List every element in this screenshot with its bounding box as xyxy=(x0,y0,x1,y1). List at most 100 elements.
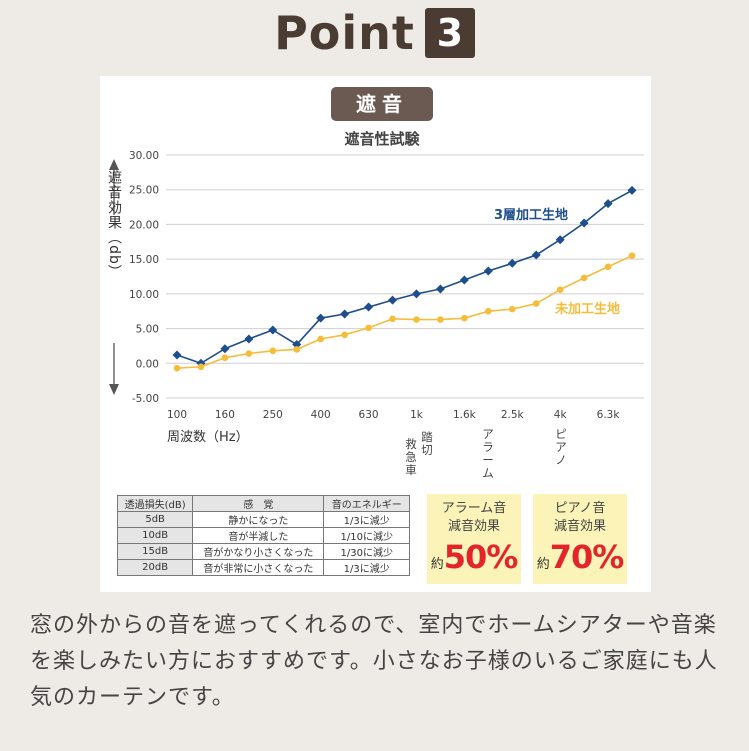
table-cell: 静かになった xyxy=(192,511,325,528)
table-cell: 音が半減した xyxy=(192,527,325,544)
y-tick-label: 30.00 xyxy=(129,150,159,162)
alarm-effect-box: アラーム音 減音効果 約50% xyxy=(427,494,521,584)
grid-lines xyxy=(166,154,644,399)
annotation-label: 救 xyxy=(405,437,417,451)
data-point xyxy=(293,346,301,353)
effect-value-line: 約50% xyxy=(427,538,521,576)
table-header: 音のエネルギー xyxy=(323,495,410,512)
data-point xyxy=(604,263,612,271)
data-point xyxy=(485,307,492,315)
effect-label: 減音効果 xyxy=(553,519,606,534)
table-header: 透過損失(dB) xyxy=(116,495,194,512)
data-point xyxy=(173,364,181,372)
data-point xyxy=(483,266,493,276)
table-cell: 1/30に減少 xyxy=(323,543,410,560)
series-label: 3層加工生地 xyxy=(494,207,568,223)
data-point xyxy=(532,300,540,307)
table-cell: 音がかなり小さくなった xyxy=(192,543,325,560)
point-title: Point xyxy=(274,6,415,60)
table-cell: 1/3に減少 xyxy=(323,511,410,528)
data-point xyxy=(459,275,469,285)
table-header-row: 透過損失(dB) 感 覚 音のエネルギー xyxy=(116,495,410,512)
data-point xyxy=(292,340,302,350)
annotation-label: 踏 xyxy=(421,430,433,444)
data-point xyxy=(579,218,589,228)
data-point xyxy=(461,314,468,322)
data-point xyxy=(627,185,637,195)
data-point xyxy=(269,347,277,355)
y-tick-label: 20.00 xyxy=(129,219,159,231)
data-point xyxy=(628,252,636,259)
y-tick-label: 25.00 xyxy=(129,185,159,197)
effect-prefix: 約 xyxy=(536,557,550,572)
table-cell: 5dB xyxy=(116,511,194,528)
series-group xyxy=(172,185,637,372)
section-badge: 遮音 xyxy=(331,87,433,121)
data-point xyxy=(580,274,588,282)
table-header: 感 覚 xyxy=(192,495,325,512)
annotation-label: ー xyxy=(482,453,494,467)
data-point xyxy=(435,284,445,294)
annotation-label: 切 xyxy=(421,443,433,457)
data-point xyxy=(507,258,517,268)
x-tick-label: 1k xyxy=(410,409,424,421)
data-point xyxy=(220,344,230,354)
data-point xyxy=(340,309,350,319)
y-axis-decoration: 遮音効果（db） xyxy=(106,159,122,395)
annotation-label: 車 xyxy=(405,463,417,477)
x-tick-label: 100 xyxy=(167,409,187,421)
x-tick-label: 1.6k xyxy=(453,409,477,421)
effect-value: 50% xyxy=(443,538,519,576)
table-cell: 20dB xyxy=(116,559,194,576)
data-point xyxy=(556,286,564,293)
loss-table: 透過損失(dB) 感 覚 音のエネルギー 5dB 静かになった 1/3に減少 1… xyxy=(116,495,410,576)
table-row: 15dB 音がかなり小さくなった 1/30に減少 xyxy=(116,543,410,560)
x-tick-label: 2.5k xyxy=(501,409,525,421)
data-point xyxy=(364,302,374,312)
x-tick-label: 250 xyxy=(263,409,283,421)
effect-label: 減音効果 xyxy=(447,519,500,534)
data-point xyxy=(365,324,372,332)
line-chart: 遮音効果（db） 30.00 25.00 20.00 15.00 10.00 5.00 0.… xyxy=(106,150,644,480)
annotation-label: ア xyxy=(555,440,567,454)
data-point xyxy=(411,289,421,299)
x-axis-label: 周波数（Hz） xyxy=(167,430,249,445)
y-axis-label: 遮音効果（db） xyxy=(106,170,122,280)
data-point xyxy=(341,331,348,339)
point-number-badge: 3 xyxy=(424,8,475,58)
series-line xyxy=(176,254,633,369)
x-tick-label: 160 xyxy=(215,409,235,421)
data-point xyxy=(555,235,565,245)
y-tick-label: 0.00 xyxy=(136,358,159,370)
data-point xyxy=(388,295,398,305)
effect-label: アラーム音 xyxy=(441,501,507,516)
data-point xyxy=(245,350,253,357)
data-point xyxy=(197,363,205,371)
table-row: 5dB 静かになった 1/3に減少 xyxy=(116,511,410,528)
point-header: Point 3 xyxy=(0,6,749,70)
effect-label: ピアノ音 xyxy=(554,501,606,516)
table-cell: 音が非常に小さくなった xyxy=(192,559,325,576)
data-point xyxy=(508,305,516,313)
data-point xyxy=(317,335,324,343)
data-point xyxy=(531,250,541,260)
chart-title: 遮音性試験 xyxy=(344,130,420,148)
annotation-label: ム xyxy=(482,466,494,480)
piano-effect-box: ピアノ音 減音効果 約70% xyxy=(533,494,627,584)
description-text: 窓の外からの音を遮ってくれるので、室内でホームシアターや音楽を楽しみたい方におす… xyxy=(30,613,718,710)
annotation-label: 急 xyxy=(405,450,417,464)
arrow-down-icon xyxy=(109,384,119,395)
table-cell: 10dB xyxy=(116,527,194,544)
arrow-up-icon xyxy=(109,159,119,170)
table-row: 10dB 音が半減した 1/10に減少 xyxy=(116,527,410,544)
effect-value-line: 約70% xyxy=(533,538,627,576)
y-tick-label: 15.00 xyxy=(129,254,159,266)
annotation-label: ピ xyxy=(555,427,567,441)
data-point xyxy=(437,316,444,323)
series-line xyxy=(176,189,633,365)
effect-prefix: 約 xyxy=(430,557,444,572)
data-point xyxy=(244,334,254,344)
x-tick-label: 630 xyxy=(359,409,379,421)
